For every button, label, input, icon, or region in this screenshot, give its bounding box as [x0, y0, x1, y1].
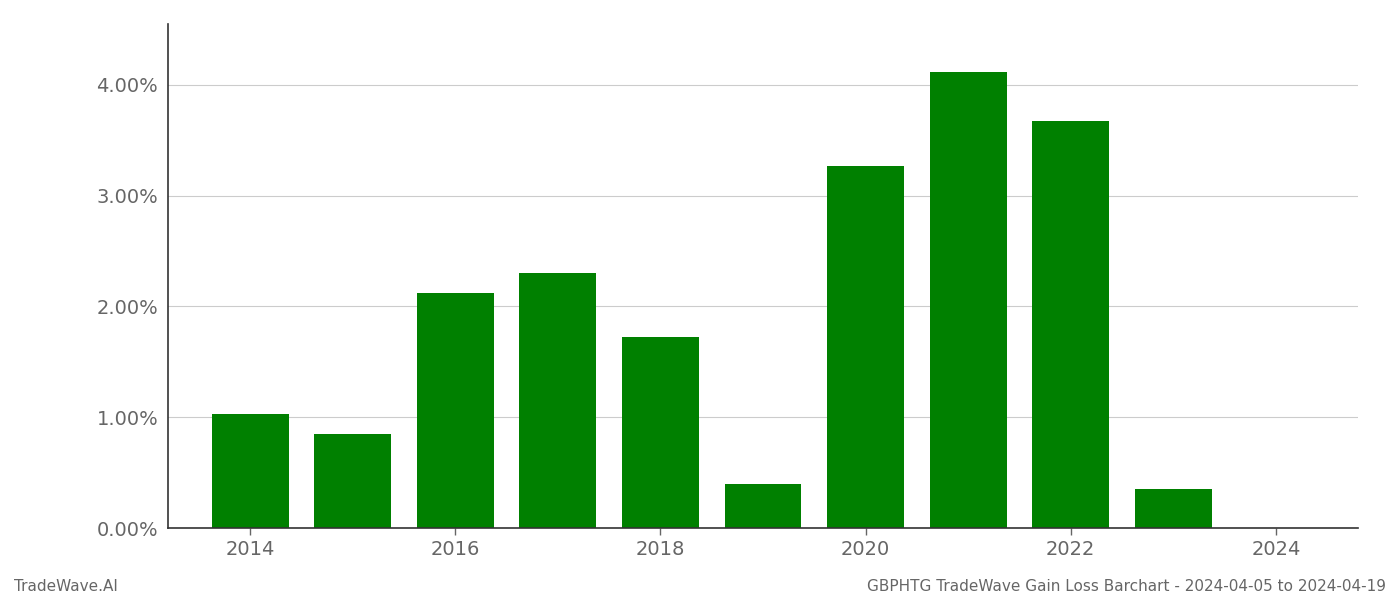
- Bar: [417, 293, 494, 528]
- Bar: [930, 71, 1007, 528]
- Bar: [622, 337, 699, 528]
- Bar: [1032, 121, 1109, 528]
- Text: GBPHTG TradeWave Gain Loss Barchart - 2024-04-05 to 2024-04-19: GBPHTG TradeWave Gain Loss Barchart - 20…: [867, 579, 1386, 594]
- Bar: [211, 414, 288, 528]
- Bar: [725, 484, 801, 528]
- Bar: [1135, 489, 1212, 528]
- Bar: [519, 273, 596, 528]
- Bar: [314, 434, 391, 528]
- Bar: [827, 166, 904, 528]
- Text: TradeWave.AI: TradeWave.AI: [14, 579, 118, 594]
